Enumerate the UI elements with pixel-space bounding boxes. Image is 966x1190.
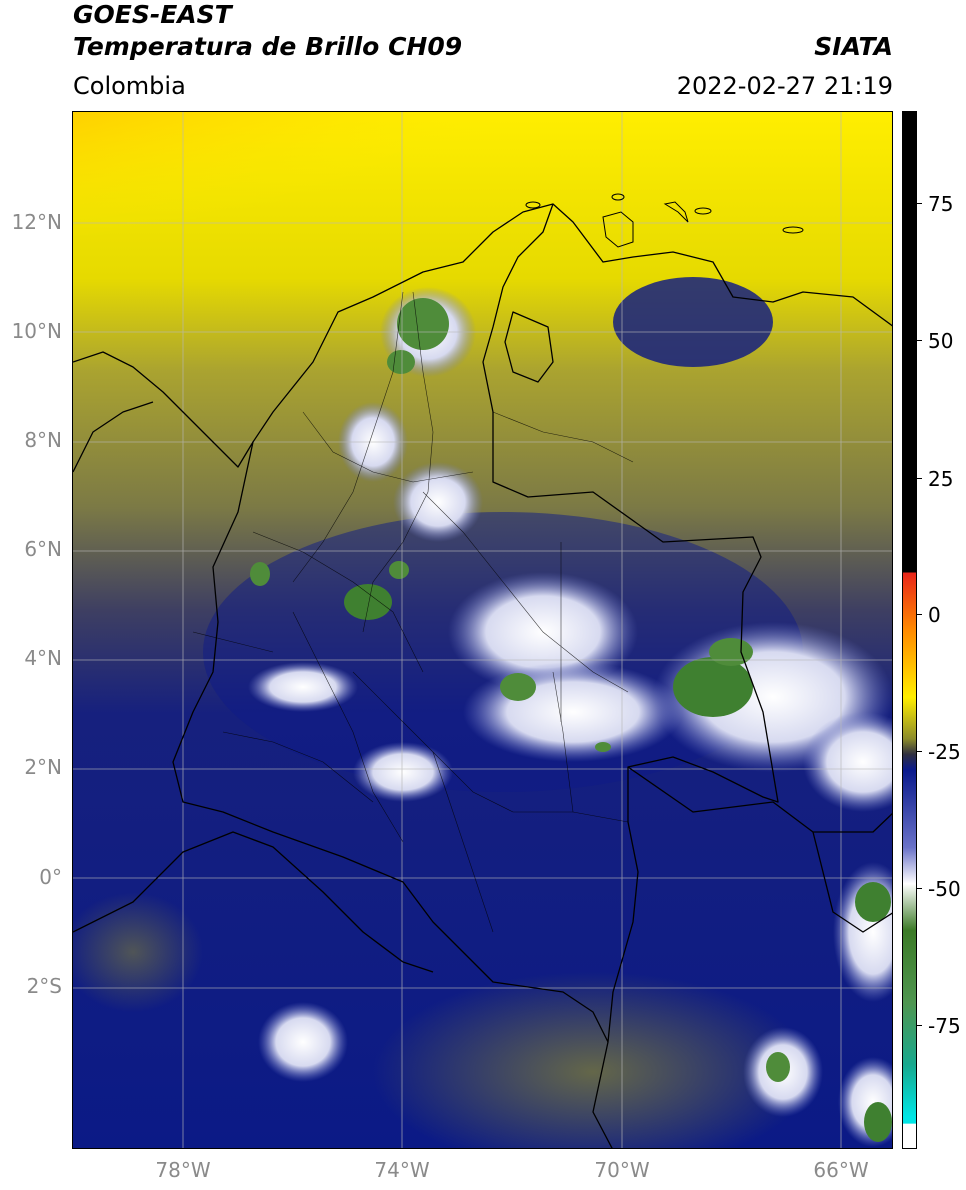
cold-top-3 (344, 584, 392, 620)
cold-top-4 (389, 561, 409, 579)
country-borders (73, 203, 892, 1148)
islands (525, 193, 804, 248)
lon-label-66w: 66°W (813, 1158, 869, 1182)
department-borders (192, 291, 634, 933)
cold-top-1 (397, 298, 449, 350)
colorbar (902, 111, 917, 1149)
lat-label-10n: 10°N (11, 319, 62, 343)
cold-top-6 (673, 657, 753, 717)
cold-top-12 (595, 742, 611, 752)
lat-label-6n: 6°N (24, 537, 62, 561)
colorbar-tick (917, 478, 922, 479)
colorbar-label-0: 0 (928, 603, 941, 627)
timestamp-label: 2022-02-27 21:19 (676, 72, 893, 100)
lat-label-2s: 2°S (26, 974, 62, 998)
colorbar-tick (917, 340, 922, 341)
maracaibo (504, 311, 554, 383)
brazil-border (627, 766, 892, 833)
cloud-west (248, 662, 358, 712)
title-product: Temperatura de Brillo CH09 (73, 32, 463, 61)
guyana (812, 831, 892, 933)
cloud-band-center2 (463, 662, 683, 762)
colorbar-tick (917, 1025, 922, 1026)
colorbar-label-75: 75 (928, 192, 954, 216)
lat-label-0: 0° (39, 865, 62, 889)
panama (73, 351, 254, 468)
cold-top-9 (855, 882, 891, 922)
olive-patch-w (73, 892, 203, 1012)
cold-top-11 (864, 1102, 892, 1142)
cold-top-7 (709, 638, 753, 666)
colorbar-label-minus25: -25 (928, 740, 961, 764)
title-satellite: GOES-EAST (73, 0, 232, 29)
lat-label-8n: 8°N (24, 428, 62, 452)
lon-label-74w: 74°W (374, 1158, 430, 1182)
cold-top-10 (766, 1052, 790, 1082)
cold-top-2 (387, 350, 415, 374)
cold-zone-venezuela (613, 277, 773, 367)
central-america (73, 401, 154, 473)
venezuela-coast (552, 203, 892, 327)
lon-label-70w: 70°W (594, 1158, 650, 1182)
lat-label-12n: 12°N (11, 210, 62, 234)
lat-label-4n: 4°N (24, 646, 62, 670)
colorbar-tick (917, 614, 922, 615)
lon-label-78w: 78°W (155, 1158, 211, 1182)
colorbar-label-50: 50 (928, 329, 954, 353)
graticule (73, 112, 892, 1148)
colorbar-tick (917, 203, 922, 204)
cloud-southwest (258, 1002, 348, 1082)
colorbar-tick (917, 751, 922, 752)
cloud-east2 (803, 712, 892, 812)
agency-label: SIATA (814, 32, 893, 61)
satellite-map (72, 111, 893, 1149)
colorbar-label-25: 25 (928, 467, 954, 491)
cloud-south (353, 742, 453, 802)
colorbar-tick (917, 888, 922, 889)
cold-top-8 (500, 673, 536, 701)
cold-top-5 (250, 562, 270, 586)
colorbar-label-minus75: -75 (928, 1014, 961, 1038)
ecuador-peru (73, 831, 434, 973)
warm-region-ne (73, 112, 713, 282)
region-label: Colombia (73, 72, 186, 100)
colorbar-label-minus50: -50 (928, 877, 961, 901)
colombia-outline (172, 203, 779, 1043)
cloud-center-n (393, 462, 483, 542)
peru-brazil (592, 1041, 613, 1148)
lat-label-2n: 2°N (24, 755, 62, 779)
olive-patch-se (373, 972, 813, 1148)
